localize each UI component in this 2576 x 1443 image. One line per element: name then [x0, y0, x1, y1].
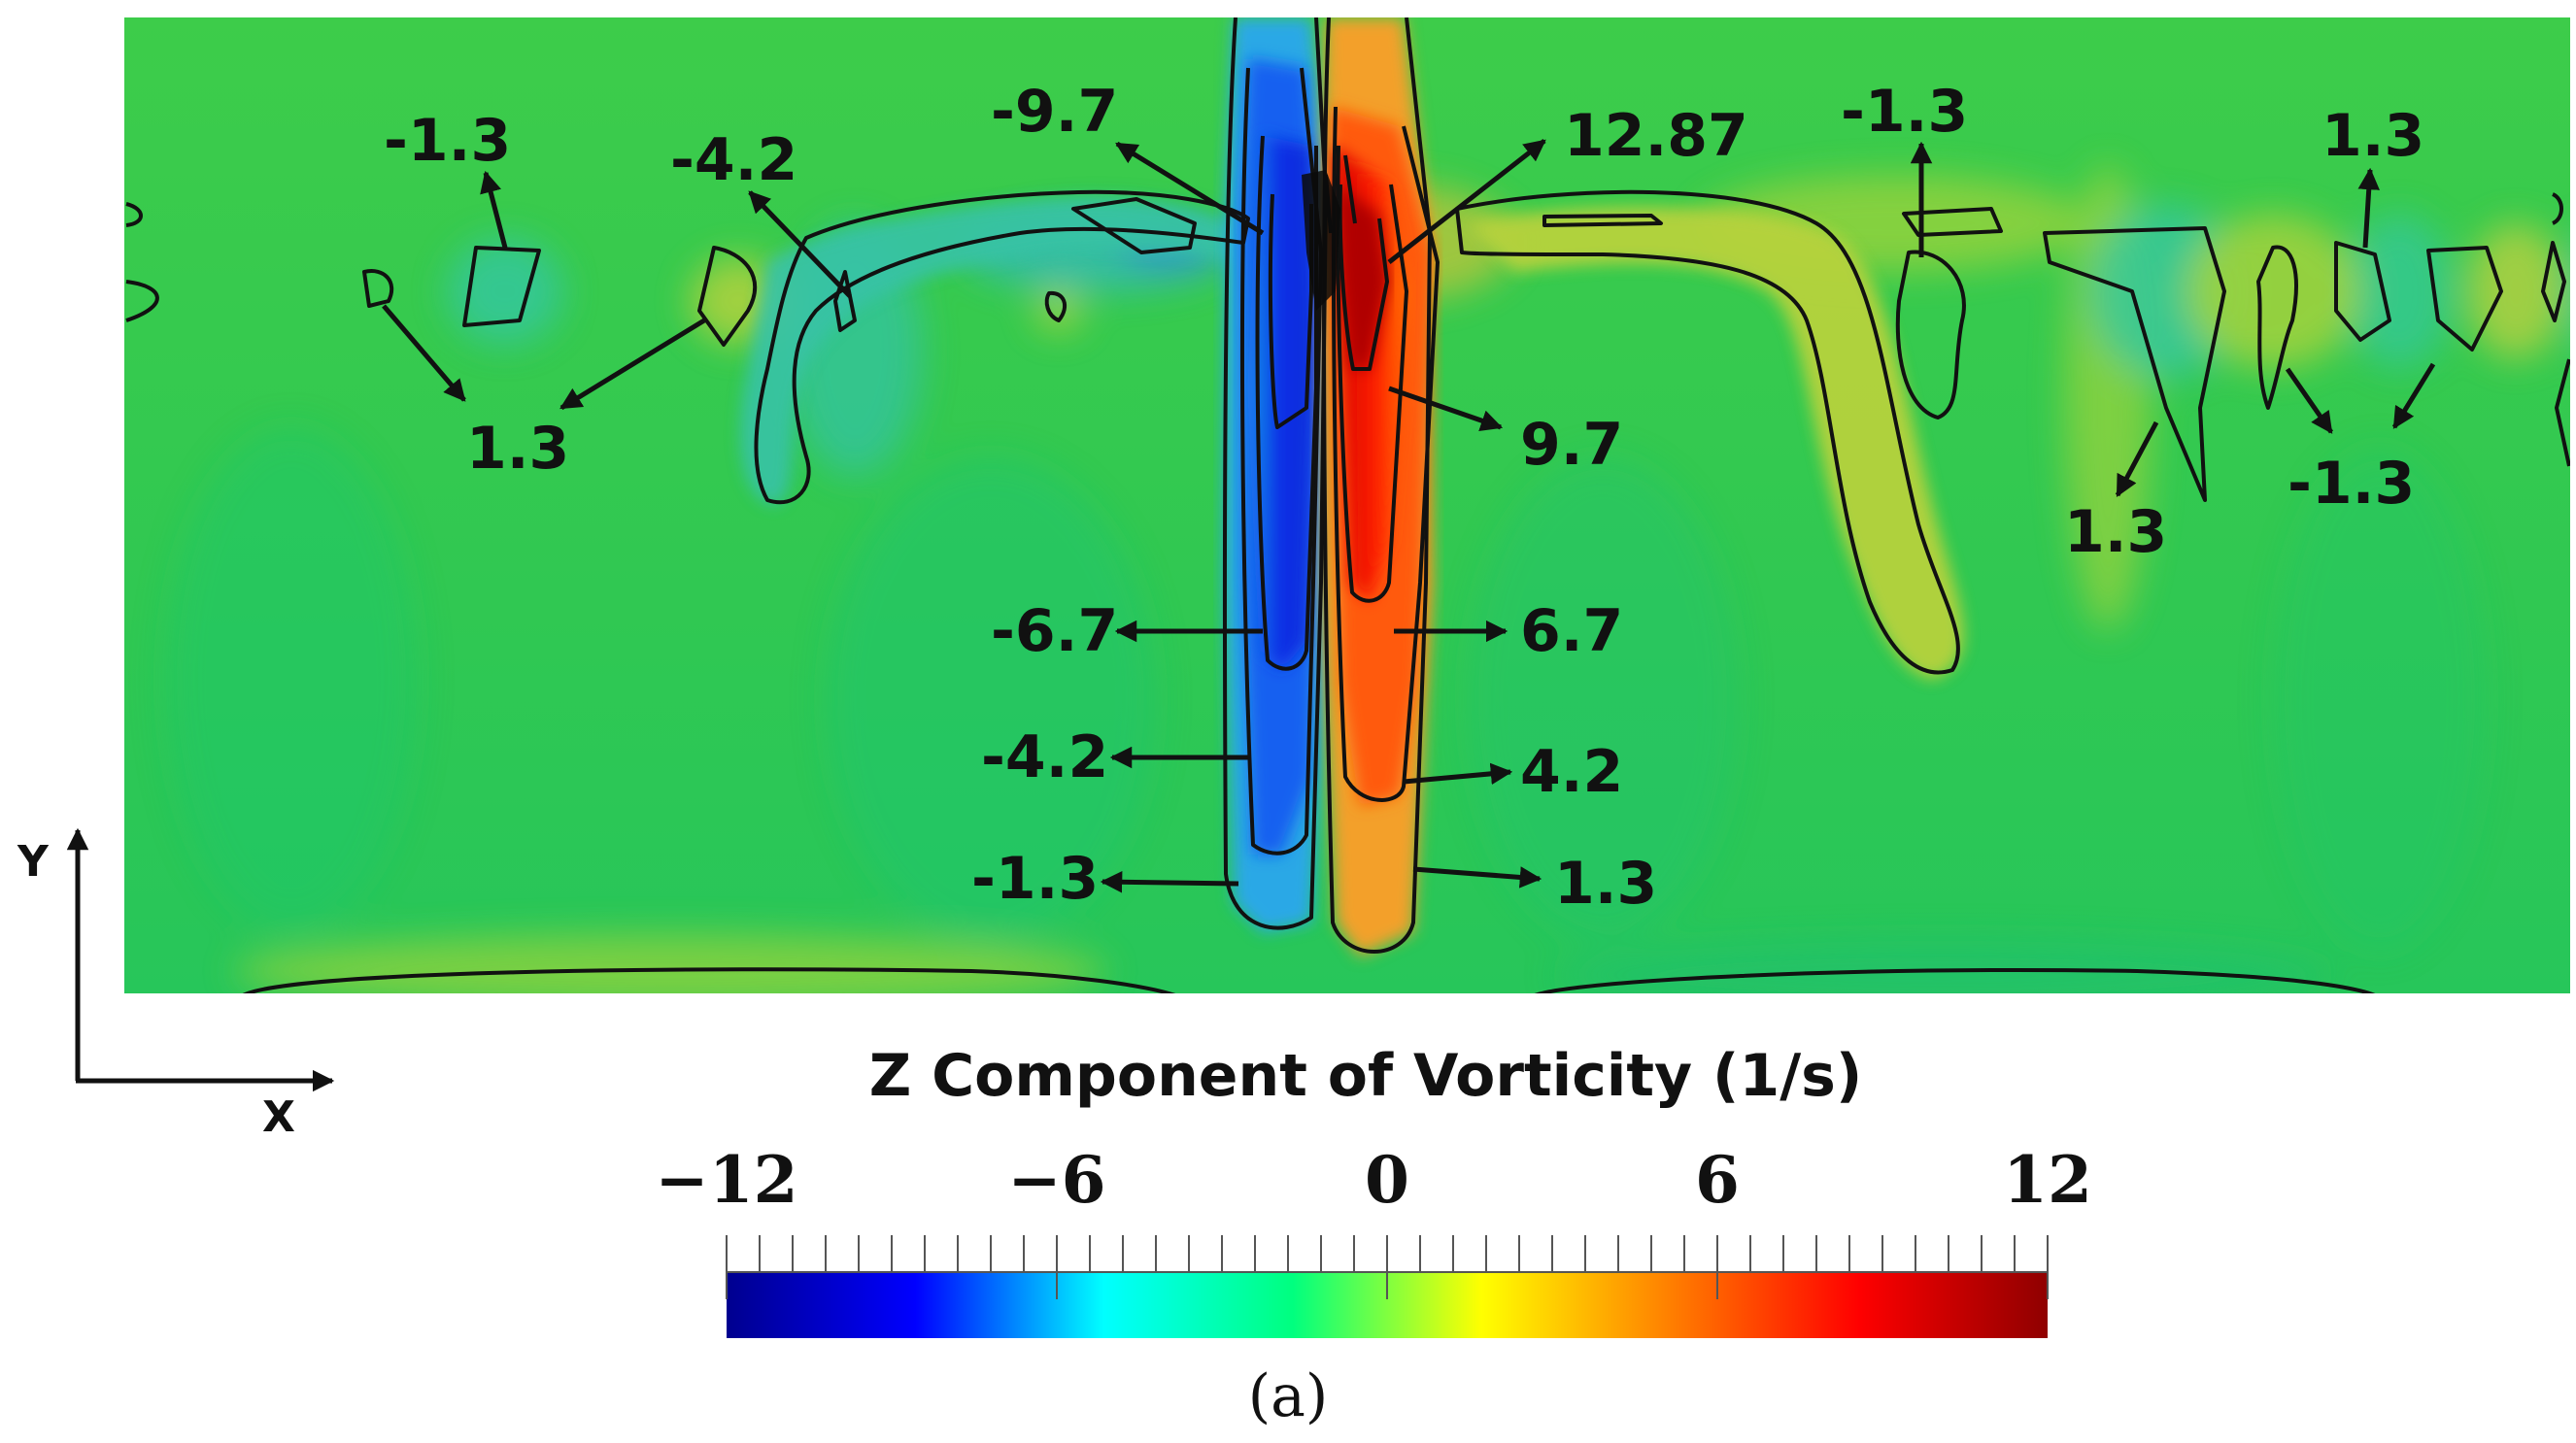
contour-label: 6.7 [1520, 597, 1623, 665]
contour-label: -1.3 [971, 845, 1099, 913]
contour-label: -9.7 [991, 78, 1118, 146]
colorbar-tick-label: −6 [1007, 1142, 1105, 1218]
y-axis-label: Y [17, 837, 50, 887]
x-axis-label: X [262, 1092, 295, 1142]
axes-glyph: Y X [17, 827, 335, 1142]
contour-label: -6.7 [991, 597, 1118, 665]
contour-label: 1.3 [2064, 498, 2167, 566]
contour-label: 4.2 [1520, 738, 1623, 806]
colorbar-tick-label: −12 [655, 1142, 797, 1218]
colorbar-tick-label: 6 [1695, 1142, 1740, 1218]
contour-label: 1.3 [2322, 102, 2424, 170]
colorbar: −12 −6 0 6 12 [655, 1142, 2092, 1338]
contour-label: -4.2 [670, 126, 797, 194]
contour-label: -1.3 [2288, 450, 2415, 518]
colorbar-tick-label: 12 [2003, 1142, 2092, 1218]
colorbar-title: Z Component of Vorticity (1/s) [869, 1042, 1863, 1110]
contour-label: -4.2 [981, 723, 1108, 791]
colorbar-tick-label: 0 [1365, 1142, 1409, 1218]
contour-label: 9.7 [1520, 411, 1623, 479]
contour-label: -1.3 [384, 107, 511, 175]
contour-labels: -9.7 12.87 9.7 -6.7 6.7 -4.2 4.2 -1.3 1.… [382, 78, 2436, 918]
contour-label: 1.3 [1554, 850, 1657, 918]
contour-label: -1.3 [1841, 78, 1968, 146]
vorticity-field [124, 17, 2570, 993]
contour-label: 1.3 [466, 415, 569, 483]
figure-caption: (a) [1248, 1362, 1329, 1430]
contour-label: 12.87 [1564, 102, 1748, 170]
